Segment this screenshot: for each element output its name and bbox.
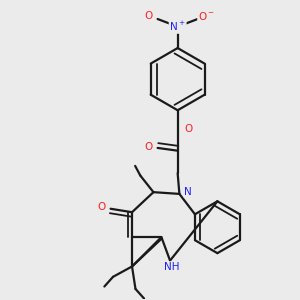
Text: O: O bbox=[145, 142, 153, 152]
Text: NH: NH bbox=[164, 262, 179, 272]
Text: N$^+$: N$^+$ bbox=[169, 20, 186, 33]
Text: O: O bbox=[145, 11, 153, 21]
Text: O: O bbox=[98, 202, 106, 212]
Text: N: N bbox=[184, 187, 192, 197]
Text: O: O bbox=[184, 124, 193, 134]
Text: O$^-$: O$^-$ bbox=[198, 10, 215, 22]
